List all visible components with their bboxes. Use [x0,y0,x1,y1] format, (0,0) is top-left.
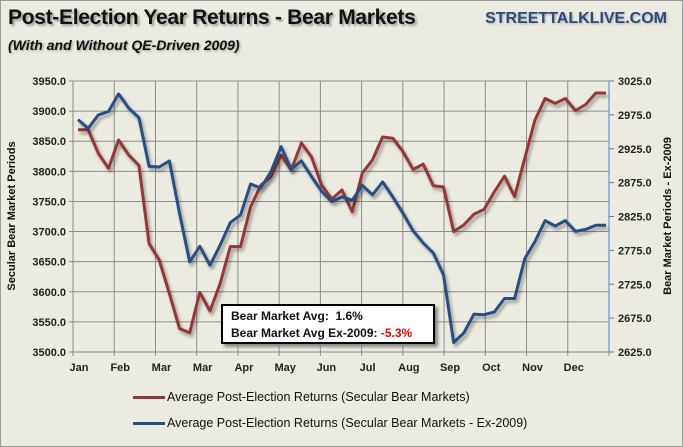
right-axis-tick-label: 2925.0 [618,144,652,156]
chart-title: Post-Election Year Returns - Bear Market… [8,6,416,29]
legend-item-ex-2009: Average Post-Election Returns (Secular B… [133,416,527,430]
x-axis-tick-label: May [274,362,296,374]
series-line-ex-2009 [77,92,606,344]
annotation-value-1: 1.6% [335,309,363,323]
x-axis-tick-label: Oct [482,362,501,374]
left-axis-tick-label: 3500.0 [32,347,66,359]
left-axis-tick-label: 3700.0 [32,227,66,239]
right-axis-tick-label: 2775.0 [618,245,652,257]
x-axis-tick-label: Feb [110,362,130,374]
legend-label: Average Post-Election Returns (Secular B… [167,416,528,430]
right-axis-tick-label: 2825.0 [618,212,652,224]
right-axis-tick-label: 3025.0 [618,76,652,88]
left-axis-tick-label: 3750.0 [32,196,66,208]
brand-logo-text: STREETTALKLIVE.COM [485,10,667,27]
left-axis-tick-label: 3600.0 [32,287,66,299]
legend-label: Average Post-Election Returns (Secular B… [167,390,470,404]
x-axis-tick-label: Apr [234,362,254,374]
x-axis-tick-label: Mar [152,362,172,374]
series-lines [77,91,607,344]
legend-item-bear-markets: Average Post-Election Returns (Secular B… [133,390,470,404]
left-axis-tick-label: 3950.0 [32,76,66,88]
axes: 3500.0 3550.0 3600.0 3650.0 3700.0 3750.0 3800… [32,76,651,374]
right-axis-tick-label: 2675.0 [618,313,652,325]
x-axis-tick-label: Jul [360,362,376,374]
right-axis-tick-label: 2975.0 [618,110,652,122]
left-axis-tick-label: 3550.0 [32,317,66,329]
x-axis-tick-label: Dec [564,362,584,374]
right-axis-title: Bear Market Periods - Ex-2009 [662,137,674,295]
right-axis-tick-label: 2625.0 [618,347,652,359]
legend-swatch-blue [133,421,165,425]
x-axis-tick-label: Aug [398,362,419,374]
x-axis-tick-label: Nov [522,362,544,374]
average-annotation-box: Bear Market Avg: 1.6% Bear Market Avg Ex… [221,304,435,344]
x-axis-tick-label: Jun [317,362,337,374]
left-axis-tick-label: 3850.0 [32,136,66,148]
x-axis-tick-label: Jan [70,362,89,374]
left-axis-tick-label: 3650.0 [32,257,66,269]
left-axis-tick-label: 3800.0 [32,166,66,178]
x-axis-tick-label: Mar [193,362,213,374]
annotation-label-1: Bear Market Avg: [231,309,329,323]
legend-swatch-red [133,395,165,399]
chart-subtitle: (With and Without QE-Driven 2009) [8,37,240,53]
right-axis-tick-label: 2875.0 [618,178,652,190]
x-axis-tick-label: Sep [440,362,460,374]
left-axis-title: Secular Bear Market Periods [6,141,18,290]
right-axis-tick-label: 2725.0 [618,279,652,291]
annotation-label-2: Bear Market Avg Ex-2009: [231,326,378,340]
annotation-line-1: Bear Market Avg: 1.6% [231,308,433,325]
annotation-line-2: Bear Market Avg Ex-2009: -5.3% [231,325,433,342]
left-axis-tick-label: 3900.0 [32,106,66,118]
annotation-value-2: -5.3% [380,326,413,340]
